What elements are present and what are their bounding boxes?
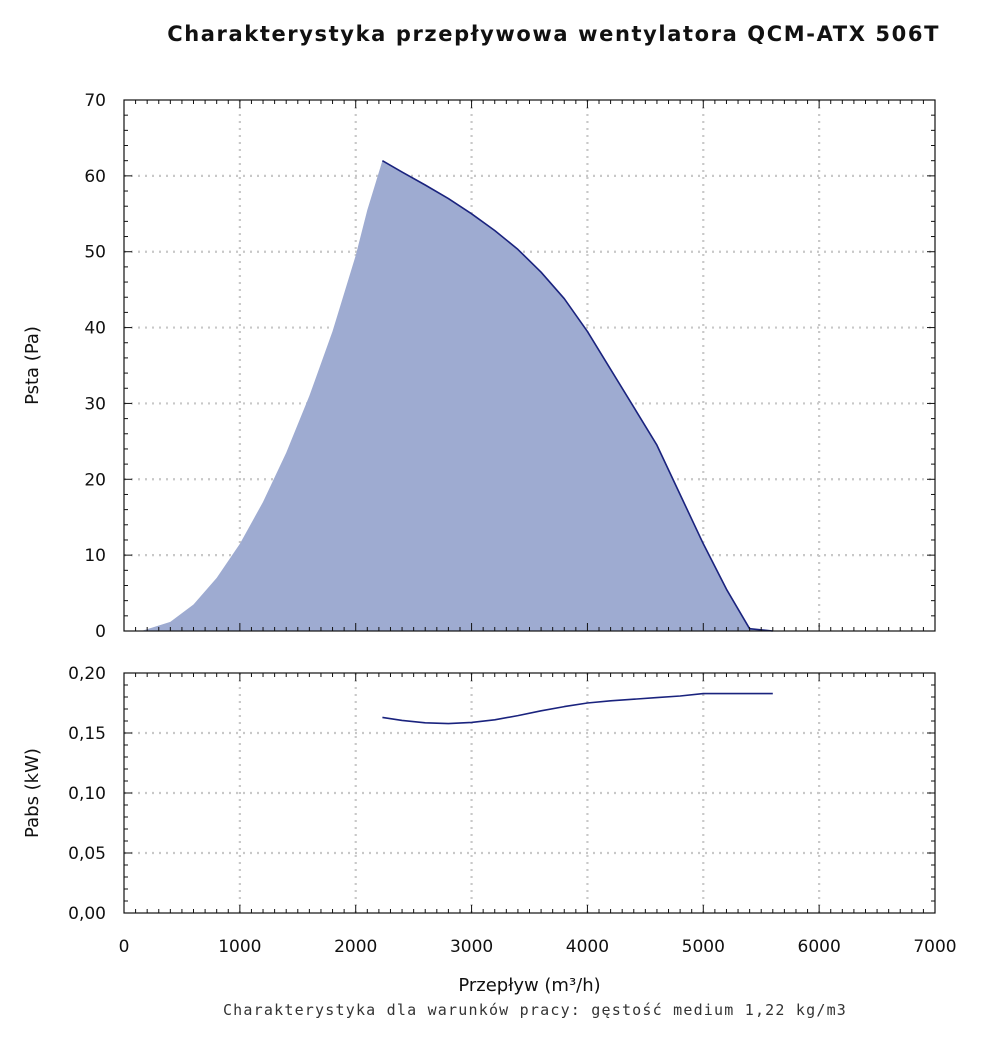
power-y-tick-label: 0,05 xyxy=(68,844,106,864)
chart-title: Charakterystyka przepływowa wentylatora … xyxy=(167,22,940,46)
operating-area xyxy=(141,160,773,631)
power-y-axis-title: Pabs (kW) xyxy=(22,748,43,838)
power-y-tick-label: 0,20 xyxy=(68,664,106,684)
x-tick-label: 2000 xyxy=(334,937,377,957)
pressure-y-tick-label: 70 xyxy=(84,91,106,111)
power-y-tick-label: 0,00 xyxy=(68,904,106,924)
power-y-tick-label: 0,15 xyxy=(68,724,106,744)
pressure-y-tick-label: 60 xyxy=(84,167,106,187)
x-axis-title: Przepływ (m³/h) xyxy=(458,975,600,996)
pressure-y-tick-label: 10 xyxy=(84,546,106,566)
pressure-y-tick-label: 50 xyxy=(84,243,106,263)
pressure-panel: 0 10 20 30 40 50 60 70 Psta (Pa) xyxy=(22,91,936,642)
pressure-y-tick-label: 30 xyxy=(84,394,106,414)
power-panel: 0,00 0,05 0,10 0,15 0,20 0 1000 2000 3000 4000 500… xyxy=(22,664,957,996)
operating-conditions-note: Charakterystyka dla warunków pracy: gęst… xyxy=(222,1001,848,1019)
x-tick-label: 3000 xyxy=(450,937,493,957)
x-tick-label: 1000 xyxy=(218,937,261,957)
pressure-y-axis-title: Psta (Pa) xyxy=(22,326,43,405)
pressure-y-tick-label: 0 xyxy=(95,622,106,642)
pressure-y-tick-label: 40 xyxy=(84,319,106,339)
x-tick-label: 6000 xyxy=(798,937,841,957)
x-tick-label: 7000 xyxy=(913,937,956,957)
power-curve-line xyxy=(382,692,773,725)
x-tick-label: 4000 xyxy=(566,937,609,957)
fan-curve-line xyxy=(381,160,773,632)
pressure-y-tick-label: 20 xyxy=(84,470,106,490)
power-plot-frame xyxy=(123,672,936,914)
x-tick-label: 5000 xyxy=(682,937,725,957)
power-y-tick-label: 0,10 xyxy=(68,784,106,804)
x-tick-label: 0 xyxy=(119,937,130,957)
